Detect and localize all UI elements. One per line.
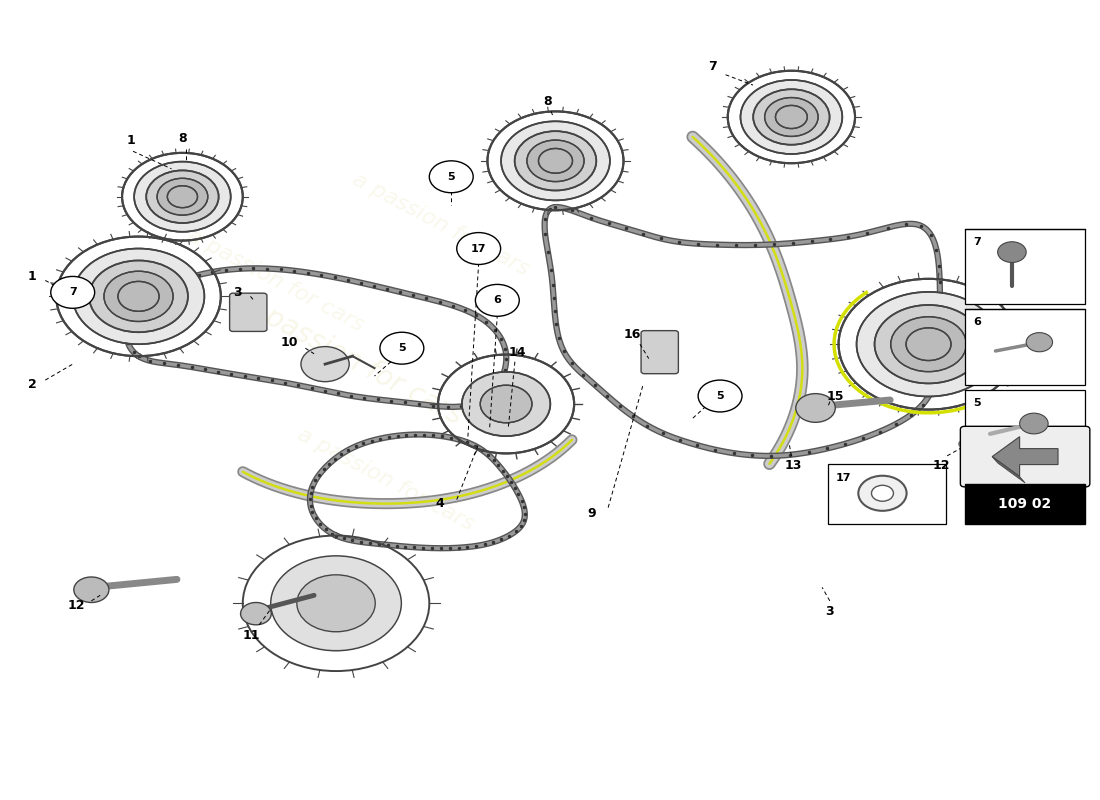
Circle shape xyxy=(241,602,272,625)
Text: 6: 6 xyxy=(494,295,502,306)
Circle shape xyxy=(475,285,519,316)
Text: 3: 3 xyxy=(825,605,834,618)
Text: 8: 8 xyxy=(178,132,187,145)
Circle shape xyxy=(146,171,218,222)
Text: 10: 10 xyxy=(280,336,298,349)
Circle shape xyxy=(51,277,95,308)
Circle shape xyxy=(998,242,1026,262)
Circle shape xyxy=(74,249,204,343)
Circle shape xyxy=(104,272,173,321)
Circle shape xyxy=(135,162,230,231)
Text: 1: 1 xyxy=(28,270,36,283)
Circle shape xyxy=(429,161,473,193)
Circle shape xyxy=(379,332,424,364)
Circle shape xyxy=(741,81,842,154)
Circle shape xyxy=(272,557,400,650)
Text: 8: 8 xyxy=(543,94,552,107)
Polygon shape xyxy=(992,437,1058,477)
Circle shape xyxy=(876,306,981,382)
Bar xyxy=(965,309,1086,385)
Bar xyxy=(965,390,1086,466)
Text: a passion for cars: a passion for cars xyxy=(184,226,367,335)
Circle shape xyxy=(1014,438,1047,462)
Circle shape xyxy=(515,132,595,190)
Bar xyxy=(965,229,1086,304)
Circle shape xyxy=(1020,413,1048,434)
Text: 7: 7 xyxy=(708,60,717,74)
Text: 17: 17 xyxy=(835,474,850,483)
Circle shape xyxy=(528,141,583,181)
Circle shape xyxy=(298,575,374,631)
Text: 14: 14 xyxy=(508,346,526,358)
Text: 9: 9 xyxy=(587,506,596,520)
Circle shape xyxy=(157,178,207,214)
Circle shape xyxy=(481,386,531,422)
Bar xyxy=(827,464,946,523)
Circle shape xyxy=(456,233,501,265)
Text: 15: 15 xyxy=(826,390,844,402)
Text: 13: 13 xyxy=(785,459,802,472)
Text: a passion for cars: a passion for cars xyxy=(294,425,477,535)
Text: 7: 7 xyxy=(974,237,981,246)
Text: 2: 2 xyxy=(28,378,36,390)
Circle shape xyxy=(892,318,966,371)
Circle shape xyxy=(90,261,187,332)
Circle shape xyxy=(858,476,906,511)
Circle shape xyxy=(1026,333,1053,352)
Text: 109 02: 109 02 xyxy=(999,497,1052,510)
Circle shape xyxy=(795,394,835,422)
Circle shape xyxy=(754,90,829,144)
Text: 11: 11 xyxy=(243,629,261,642)
Bar xyxy=(965,484,1086,523)
Text: a passion for cars: a passion for cars xyxy=(238,290,468,430)
Text: 4: 4 xyxy=(436,497,444,510)
FancyBboxPatch shape xyxy=(960,426,1090,487)
Circle shape xyxy=(698,380,742,412)
Text: 12: 12 xyxy=(67,599,85,612)
Text: a passion for cars: a passion for cars xyxy=(349,170,532,280)
Circle shape xyxy=(871,486,893,502)
Circle shape xyxy=(858,293,1000,396)
Text: 5: 5 xyxy=(448,172,455,182)
Text: 1: 1 xyxy=(126,134,135,147)
Text: 16: 16 xyxy=(624,328,641,341)
Text: 12: 12 xyxy=(933,459,950,472)
Circle shape xyxy=(502,122,609,200)
Text: 7: 7 xyxy=(69,287,77,298)
Text: 5: 5 xyxy=(974,398,981,408)
Circle shape xyxy=(301,346,349,382)
Text: 6: 6 xyxy=(974,317,981,327)
Text: 5: 5 xyxy=(398,343,406,353)
FancyBboxPatch shape xyxy=(641,330,679,374)
Text: 17: 17 xyxy=(471,243,486,254)
Circle shape xyxy=(74,577,109,602)
Text: 5: 5 xyxy=(716,391,724,401)
Text: 3: 3 xyxy=(233,286,242,299)
Circle shape xyxy=(766,98,817,136)
Polygon shape xyxy=(992,457,1025,483)
FancyBboxPatch shape xyxy=(230,293,267,331)
Circle shape xyxy=(463,372,550,436)
